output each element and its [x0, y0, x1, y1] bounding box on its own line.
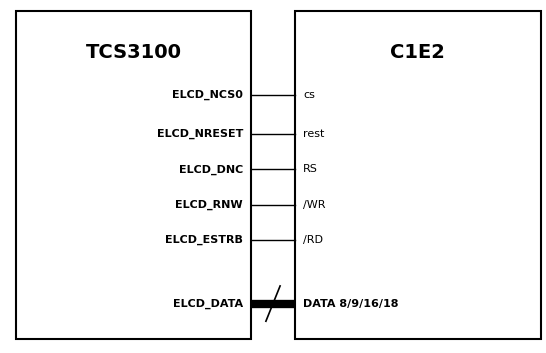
Text: TCS3100: TCS3100 — [86, 43, 182, 62]
Text: rest: rest — [303, 129, 324, 139]
Text: /RD: /RD — [303, 235, 323, 245]
Text: ELCD_DATA: ELCD_DATA — [173, 298, 243, 309]
Text: /WR: /WR — [303, 200, 325, 210]
Text: ELCD_DNC: ELCD_DNC — [179, 164, 243, 175]
Text: ELCD_ESTRB: ELCD_ESTRB — [165, 235, 243, 245]
Bar — [16, 11, 251, 339]
Text: RS: RS — [303, 164, 318, 174]
Text: ELCD_NCS0: ELCD_NCS0 — [172, 90, 243, 101]
Bar — [295, 11, 541, 339]
Text: ELCD_RNW: ELCD_RNW — [175, 199, 243, 210]
Text: DATA 8/9/16/18: DATA 8/9/16/18 — [303, 299, 399, 309]
Text: cs: cs — [303, 90, 315, 100]
Text: ELCD_NRESET: ELCD_NRESET — [157, 129, 243, 139]
Text: C1E2: C1E2 — [390, 43, 445, 62]
